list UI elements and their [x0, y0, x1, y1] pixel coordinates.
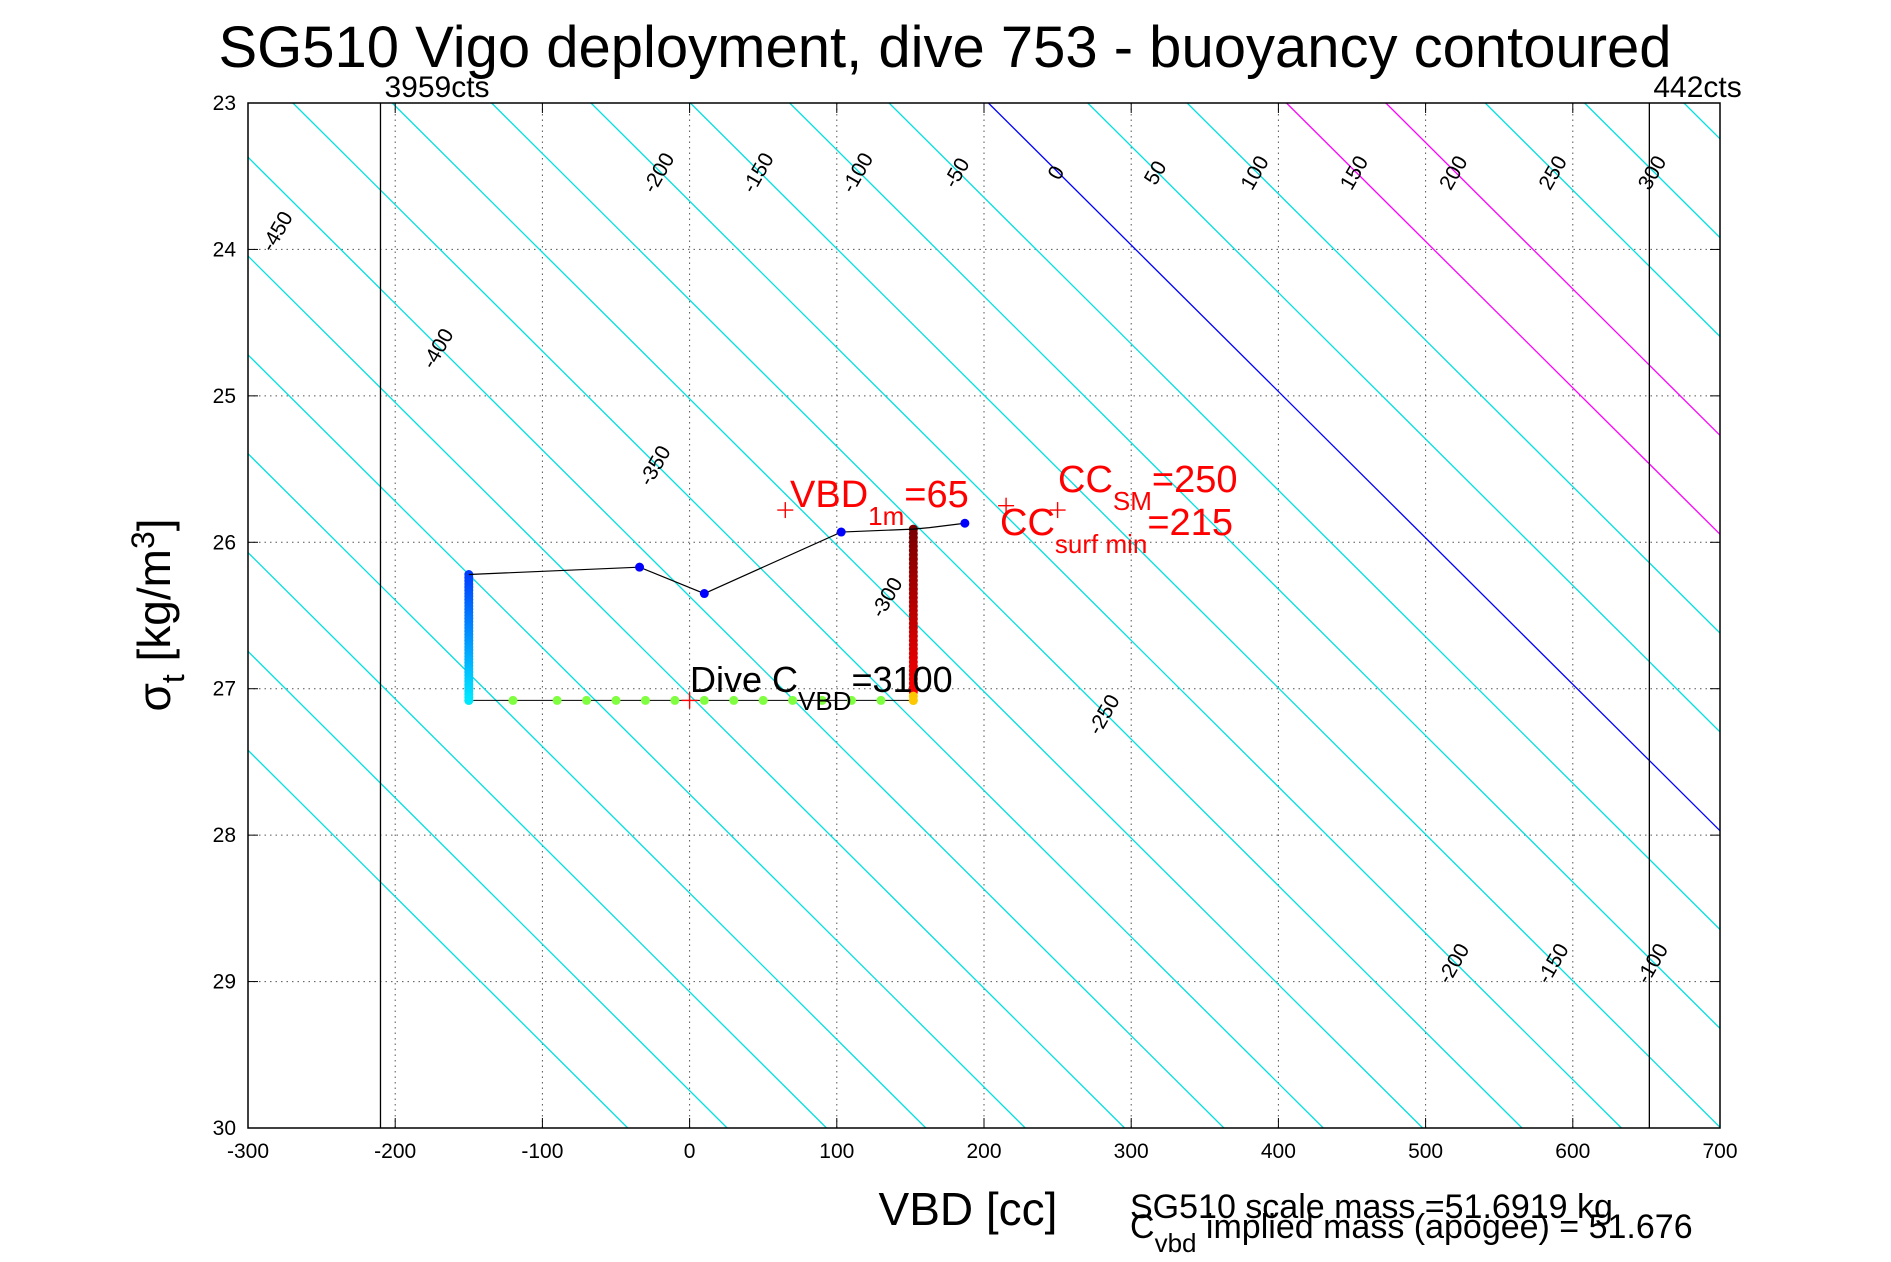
x-tick-label: -200 — [374, 1140, 416, 1163]
x-tick-label: 100 — [819, 1140, 854, 1163]
apogee-point — [908, 695, 918, 705]
contour-line — [248, 650, 728, 1128]
chart-title: SG510 Vigo deployment, dive 753 - buoyan… — [218, 15, 1671, 80]
dive-series — [464, 497, 1066, 709]
cc-sm-annotation: CCSM=250 — [1058, 459, 1237, 516]
x-tick-label: 300 — [1114, 1140, 1149, 1163]
ascent-point — [611, 695, 621, 705]
contour-line — [1783, 103, 1891, 1128]
dive-path-point — [699, 589, 709, 599]
ascent-point — [552, 695, 562, 705]
y-tick-label: 26 — [213, 531, 236, 554]
vbd-1m-annotation: VBD1m=65 — [790, 474, 969, 531]
y-tick-label: 30 — [213, 1117, 236, 1140]
ascent-point — [876, 695, 886, 705]
contour-line — [248, 551, 827, 1128]
x-tick-label: 200 — [966, 1140, 1001, 1163]
y-tick-label: 27 — [213, 678, 236, 701]
contour-line — [391, 103, 1424, 1128]
x-tick-label: 400 — [1261, 1140, 1296, 1163]
contour-line — [248, 156, 1225, 1128]
ascent-point — [699, 695, 709, 705]
ascent-point — [758, 695, 768, 705]
x-tick-label: 700 — [1702, 1140, 1737, 1163]
ascent-point — [582, 695, 592, 705]
contour-line — [248, 452, 927, 1128]
y-axis-label: σt [kg/m3] — [125, 518, 191, 711]
ascent-point — [847, 695, 857, 705]
contour-line — [1087, 103, 1720, 733]
contour-line — [789, 103, 1720, 1030]
contour-line — [1186, 103, 1720, 634]
x-tick-label: 500 — [1408, 1140, 1443, 1163]
contour-line — [1883, 103, 1891, 1128]
contour-line — [248, 255, 1126, 1128]
contour-line — [888, 103, 1720, 931]
contour-line — [1385, 103, 1720, 437]
ascent-point — [817, 695, 827, 705]
contour-line — [987, 103, 1720, 832]
y-tick-label: 23 — [213, 92, 236, 115]
axis-ticks: -300 -200 -100 0 100 200 300 400 500 600 700 23 24 25… — [213, 92, 1738, 1163]
dive-cvbd-annotation: Dive CVBD=3100 — [690, 659, 953, 716]
x-tick-label: -100 — [521, 1140, 563, 1163]
descent-point — [464, 695, 474, 705]
count-limit-label: 442cts — [1653, 71, 1741, 104]
dive-path-point — [635, 562, 645, 572]
contour-line — [1286, 103, 1720, 536]
implied-mass-text: Cvbd implied mass (apogee) = 51.676 — [1130, 1208, 1693, 1258]
cc-surf-min-annotation: CCsurf min=215 — [1000, 502, 1233, 559]
y-tick-label: 25 — [213, 385, 236, 408]
ascent-point — [640, 695, 650, 705]
count-limit-label: 3959cts — [384, 71, 489, 104]
x-axis-label: VBD [cc] — [879, 1183, 1058, 1235]
scale-mass-text: SG510 scale mass =51.6919 kg — [1130, 1188, 1613, 1226]
buoyancy-contours — [248, 103, 1891, 1128]
x-tick-label: 600 — [1555, 1140, 1590, 1163]
contour-line — [248, 353, 1026, 1128]
y-tick-label: 24 — [213, 238, 237, 261]
contour-line — [491, 103, 1523, 1128]
x-tick-label: 0 — [684, 1140, 696, 1163]
contour-line — [292, 103, 1324, 1128]
ascent-point — [508, 695, 518, 705]
contour-line — [689, 103, 1720, 1128]
contour-line — [248, 749, 629, 1128]
dive-path-point — [836, 527, 846, 537]
y-tick-label: 29 — [213, 971, 236, 994]
x-tick-label: -300 — [227, 1140, 269, 1163]
contour-line — [590, 103, 1622, 1128]
y-tick-label: 28 — [213, 824, 236, 847]
ascent-point — [729, 695, 739, 705]
dive-path-point — [960, 518, 970, 528]
contour-line — [1484, 103, 1720, 338]
ascent-point — [670, 695, 680, 705]
ascent-point — [788, 695, 798, 705]
count-limit-lines: 3959cts 442cts — [379, 71, 1742, 1128]
